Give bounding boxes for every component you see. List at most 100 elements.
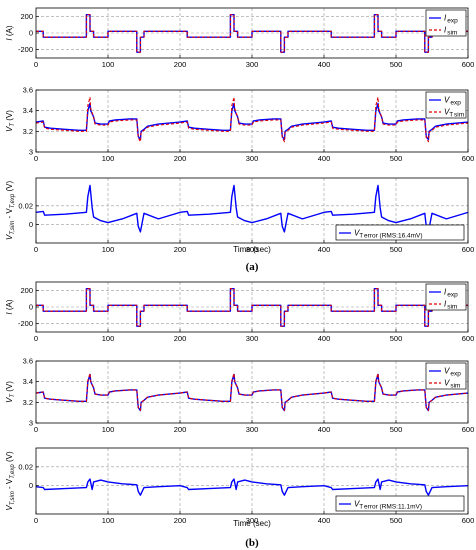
caption-b: (b)	[245, 537, 259, 549]
y-tick-label: 0.02	[18, 462, 33, 471]
y-tick-label: 3	[29, 419, 33, 428]
y-tick-label: 0	[29, 220, 33, 229]
x-tick-label: 500	[390, 334, 403, 343]
y-tick-label: 3.6	[23, 86, 33, 95]
legend-label: VTerror (RMS:11.1mV)	[354, 500, 422, 511]
x-tick-label: 400	[318, 60, 331, 69]
legend-box	[425, 91, 467, 119]
y-axis-label: VT,sim - VT,exp (V)	[5, 451, 16, 511]
y-tick-label: 200	[20, 286, 33, 295]
x-tick-label: 500	[390, 516, 403, 525]
x-tick-label: 600	[462, 245, 475, 254]
legend-box	[335, 224, 465, 241]
x-tick-label: 600	[462, 425, 475, 434]
x-tick-label: 500	[390, 245, 403, 254]
x-tick-label: 500	[390, 60, 403, 69]
x-tick-label: 100	[102, 334, 115, 343]
series-line-sim	[35, 372, 469, 412]
y-tick-label: -200	[18, 319, 33, 328]
caption-a: (a)	[246, 261, 259, 273]
x-tick-label: 0	[34, 425, 38, 434]
x-axis-label: Time (sec)	[233, 245, 271, 254]
x-tick-label: 600	[462, 516, 475, 525]
y-tick-label: 3	[29, 148, 33, 157]
x-tick-label: 300	[246, 154, 259, 163]
series-line-exp	[35, 184, 469, 233]
series-line-sim	[36, 14, 468, 53]
legend-label: VTsim	[444, 108, 464, 119]
x-tick-label: 0	[34, 334, 38, 343]
panel-a-voltage: 0 100 200 300 400 500 600 3 3.2 3.4 3.6 VT (V) VexpV…	[5, 86, 474, 164]
x-tick-label: 200	[174, 245, 187, 254]
legend-label: Isim	[444, 300, 457, 311]
x-tick-label: 400	[318, 425, 331, 434]
legend-box	[425, 9, 467, 37]
y-tick-label: 200	[20, 12, 33, 21]
y-axis-label: I (A)	[5, 25, 14, 40]
legend-box	[335, 495, 465, 512]
legend-label: Vsim	[444, 379, 460, 390]
legend-label: Vexp	[444, 96, 461, 107]
y-tick-label: 3.6	[23, 357, 33, 366]
x-tick-label: 100	[102, 425, 115, 434]
x-tick-label: 500	[390, 425, 403, 434]
x-tick-label: 300	[246, 516, 259, 525]
x-tick-label: 0	[34, 245, 38, 254]
x-tick-label: 0	[34, 60, 38, 69]
y-axis-label: VT,sim - VT,exp (V)	[5, 181, 16, 241]
panel-b-voltage: 0 100 200 300 400 500 600 3 3.2 3.4 3.6 VT (V) VexpV…	[5, 357, 474, 435]
x-tick-label: 300	[246, 60, 259, 69]
y-tick-label: -200	[18, 45, 33, 54]
x-tick-label: 400	[318, 334, 331, 343]
series-line-exp	[35, 478, 469, 496]
legend-box	[425, 362, 467, 390]
x-tick-label: 600	[462, 60, 475, 69]
x-tick-label: 500	[390, 154, 403, 163]
x-tick-label: 600	[462, 154, 475, 163]
x-tick-label: 400	[318, 245, 331, 254]
y-tick-label: 3.2	[23, 127, 33, 136]
x-axis-label: Time (sec)	[233, 519, 271, 528]
y-axis-label: I (A)	[5, 299, 14, 314]
x-tick-label: 300	[246, 334, 259, 343]
y-tick-label: 3.4	[23, 377, 33, 386]
series-line-sim	[35, 96, 469, 143]
x-tick-label: 300	[246, 245, 259, 254]
legend-label: VTerror (RMS:16.4mV)	[354, 229, 423, 240]
y-tick-label: 0.02	[18, 201, 33, 210]
y-tick-label: 0	[29, 303, 33, 312]
y-tick-label: 3.2	[23, 398, 33, 407]
legend-box	[425, 283, 467, 311]
x-tick-label: 300	[246, 425, 259, 434]
y-tick-label: 0	[29, 481, 33, 490]
legend-label: Iexp	[444, 14, 458, 25]
x-tick-label: 100	[102, 516, 115, 525]
legend-label: Vexp	[444, 367, 461, 378]
x-tick-label: 200	[174, 60, 187, 69]
x-tick-label: 200	[174, 334, 187, 343]
x-tick-label: 0	[34, 516, 38, 525]
x-tick-label: 200	[174, 425, 187, 434]
y-axis-label: VT (V)	[5, 110, 16, 132]
x-tick-label: 400	[318, 516, 331, 525]
legend-label: Isim	[444, 26, 457, 37]
y-tick-label: 0	[29, 29, 33, 38]
x-tick-label: 0	[34, 154, 38, 163]
x-tick-label: 100	[102, 245, 115, 254]
y-axis-label: VT (V)	[5, 381, 16, 403]
y-tick-label: 3.4	[23, 106, 33, 115]
x-tick-label: 600	[462, 334, 475, 343]
x-tick-label: 100	[102, 154, 115, 163]
x-tick-label: 400	[318, 154, 331, 163]
legend: VTerror (RMS:11.1mV)	[335, 495, 465, 512]
legend-label: Iexp	[444, 288, 458, 299]
x-tick-label: 200	[174, 516, 187, 525]
